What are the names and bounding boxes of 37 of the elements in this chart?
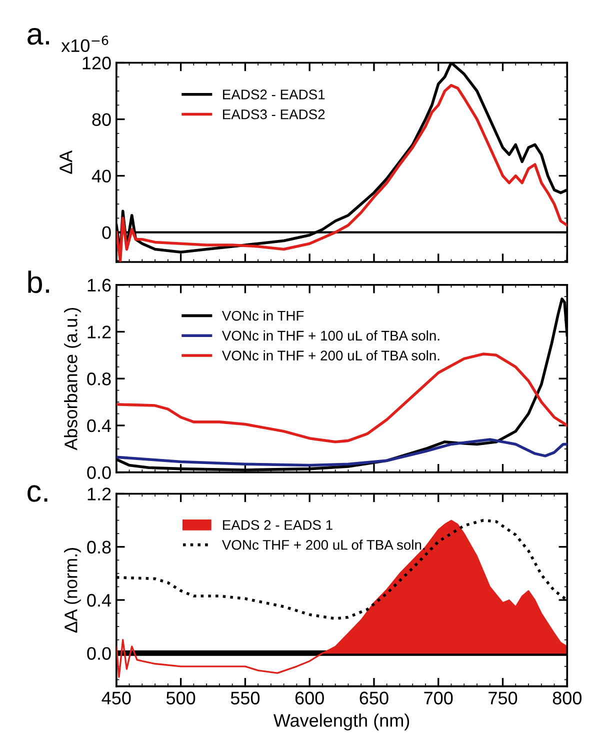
legend-label: EADS2 - EADS1 [223,90,325,100]
x-tick-label: 450 [102,692,131,704]
y-tick-label: 0.0 [87,466,111,480]
y-tick-label: 40 [92,170,111,183]
legend-label: EADS 2 - EADS 1 [223,520,332,530]
line-series [116,438,568,467]
x-tick-label: 700 [424,692,453,704]
x-tick-label: 750 [488,692,518,704]
chart-title: b. [28,270,49,294]
y-tick-label: 0.8 [87,372,111,386]
chart-title: c. [28,485,48,502]
y-tick-label: 120 [82,56,111,70]
chart-title: a. [28,28,49,45]
legend-label: VONc in THF + 200 uL of TBA soln. [222,350,440,360]
legend-label: VONc THF + 200 uL of TBA soln. [222,540,425,550]
y-tick-label: 80 [92,113,111,126]
legend-label: VONc in THF [222,310,304,321]
text: x10$^{−6}$ [61,36,108,52]
x-axis-title: Wavelength (nm) [273,714,410,730]
y-axis-title: Absorbance (a.u.) [64,308,81,450]
y-tick-label: 1.2 [88,488,111,500]
y-tick-label: 0.8 [87,540,111,554]
x-tick-label: 600 [295,692,324,704]
y-tick-label: 0.0 [87,647,111,660]
x-tick-label: 800 [552,692,582,704]
y-tick-label: 0.4 [87,594,112,607]
y-tick-label: 1.2 [88,326,111,338]
x-tick-label: 650 [360,692,388,704]
y-axis-title: ΔA (norm.) [64,548,81,633]
y-tick-label: 0 [102,226,111,240]
x-tick-label: 550 [230,692,260,704]
x-tick-label: 500 [166,692,196,704]
y-tick-label: 1.6 [88,278,111,292]
y-tick-label: 0.4 [87,419,112,432]
y-axis-title: ΔA [60,150,72,174]
legend-label: EADS3 - EADS2 [223,109,325,120]
legend-label: VONc in THF + 100 uL of TBA soln. [222,330,440,341]
